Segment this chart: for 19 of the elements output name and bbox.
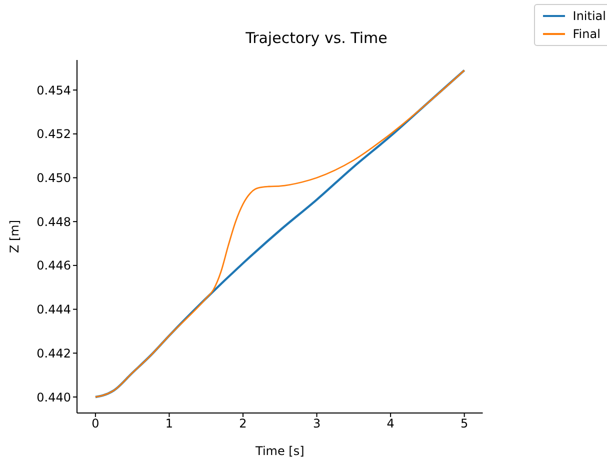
legend-label: Initial xyxy=(572,8,606,25)
y-tick-label: 0.442 xyxy=(36,346,71,360)
y-tick-label: 0.450 xyxy=(36,171,71,185)
y-tick-label: 0.452 xyxy=(36,127,71,142)
y-tick-label: 0.448 xyxy=(36,214,71,229)
y-axis-title: Z [m] xyxy=(7,220,22,254)
chart-title: Trajectory vs. Time xyxy=(244,29,388,47)
x-tick-label: 4 xyxy=(386,416,394,431)
y-tick-label: 0.446 xyxy=(36,258,71,273)
x-tick-label: 0 xyxy=(92,416,100,431)
y-tick-label: 0.454 xyxy=(36,83,71,98)
x-tick-label: 3 xyxy=(312,416,321,431)
y-tick-label: 0.444 xyxy=(36,302,71,317)
x-tick-label: 1 xyxy=(165,416,174,431)
x-tick-label: 2 xyxy=(239,416,247,431)
y-tick-label: 0.440 xyxy=(36,390,71,404)
legend-label: Final xyxy=(572,26,600,43)
x-axis-title: Time [s] xyxy=(254,444,304,458)
x-tick-label: 5 xyxy=(460,416,468,431)
